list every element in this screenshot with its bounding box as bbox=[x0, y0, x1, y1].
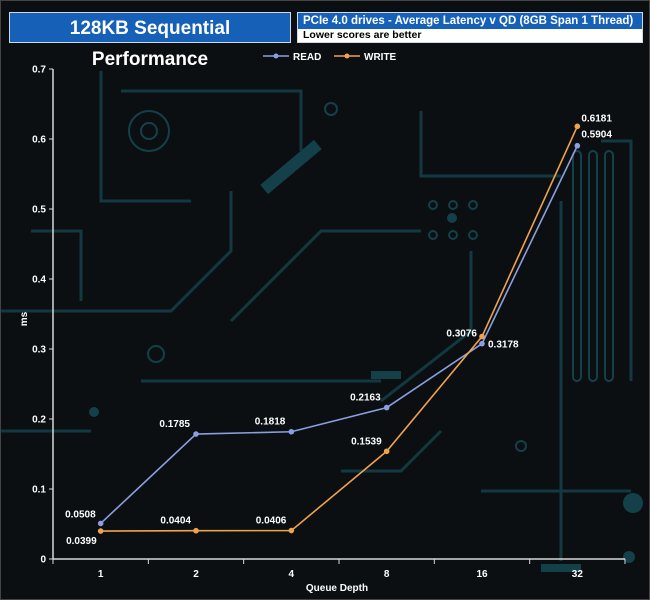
y-tick-label: 0.6 bbox=[32, 135, 46, 146]
write-data-label: 0.0399 bbox=[66, 536, 97, 547]
read-data-label: 0.5904 bbox=[581, 130, 612, 141]
circuit-pad bbox=[468, 200, 478, 210]
circuit-slot bbox=[604, 150, 614, 382]
circuit-chip bbox=[371, 371, 401, 379]
circuit-slot bbox=[588, 150, 598, 382]
read-point bbox=[479, 340, 485, 347]
chart-title: 128KB Sequential Performance bbox=[9, 12, 291, 70]
y-tick-label: 0.5 bbox=[32, 205, 46, 216]
circuit-pad bbox=[428, 200, 438, 210]
write-point bbox=[574, 123, 581, 130]
circuit-pad bbox=[623, 493, 643, 513]
circuit-pad bbox=[515, 440, 527, 452]
chart-subtitle: PCIe 4.0 drives - Average Latency v QD (… bbox=[298, 13, 642, 29]
circuit-trace bbox=[380, 251, 473, 403]
read-point bbox=[574, 142, 581, 149]
write-data-label: 0.0404 bbox=[160, 516, 191, 527]
circuit-slot bbox=[572, 150, 582, 382]
read-data-label: 0.2163 bbox=[350, 393, 381, 404]
write-point bbox=[383, 448, 390, 455]
x-tick-label: 16 bbox=[476, 569, 488, 580]
circuit-pad bbox=[128, 110, 170, 152]
read-data-label: 0.1785 bbox=[159, 419, 190, 430]
read-point bbox=[288, 428, 295, 435]
write-data-label: 0.3178 bbox=[488, 340, 519, 351]
x-ticks: 1 2 4 8 16 32 bbox=[52, 559, 626, 580]
circuit-pad bbox=[147, 345, 165, 363]
x-tick-label: 8 bbox=[384, 569, 390, 580]
write-data-label: 0.0406 bbox=[256, 516, 287, 527]
y-ticks: 0 0.1 0.2 0.3 0.4 0.5 0.6 0.7 bbox=[32, 65, 53, 566]
axes bbox=[52, 69, 625, 560]
write-data-label: 0.6181 bbox=[581, 113, 612, 124]
circuit-trace bbox=[1, 191, 233, 313]
read-data-label: 0.3076 bbox=[446, 329, 477, 340]
legend-read-label: READ bbox=[293, 52, 321, 63]
circuit-pad bbox=[447, 213, 457, 223]
y-axis-label: ms bbox=[19, 311, 30, 326]
read-point bbox=[97, 520, 104, 527]
circuit-pad bbox=[468, 230, 478, 240]
circuit-pad bbox=[623, 551, 635, 563]
write-point bbox=[479, 333, 485, 340]
circuit-trace bbox=[121, 89, 303, 151]
circuit-chip bbox=[541, 564, 581, 572]
circuit-pad bbox=[428, 230, 438, 240]
legend-read-marker bbox=[273, 53, 279, 59]
read-point bbox=[383, 404, 390, 411]
circuit-pad bbox=[89, 407, 99, 417]
circuit-trace bbox=[31, 229, 83, 301]
read-data-label: 0.0508 bbox=[65, 509, 96, 520]
x-tick-label: 32 bbox=[572, 569, 584, 580]
write-data-label: 0.1539 bbox=[351, 436, 382, 447]
x-axis-label: Queue Depth bbox=[306, 583, 368, 594]
write-point bbox=[97, 528, 104, 534]
data-labels: 0.0508 0.1785 0.1818 0.2163 0.3076 0.5904 0.03… bbox=[65, 113, 612, 547]
chart-note: Lower scores are better bbox=[298, 29, 642, 42]
circuit-pad bbox=[140, 122, 158, 140]
x-tick-label: 4 bbox=[289, 569, 295, 580]
circuit-chip bbox=[260, 139, 322, 195]
write-series-line bbox=[100, 125, 579, 532]
y-tick-label: 0.2 bbox=[32, 415, 46, 426]
subtitle-box: PCIe 4.0 drives - Average Latency v QD (… bbox=[297, 12, 643, 43]
read-point bbox=[193, 431, 199, 437]
y-tick-label: 0.1 bbox=[32, 485, 46, 496]
circuit-pad bbox=[448, 230, 458, 240]
circuit-pad bbox=[324, 102, 338, 116]
y-tick-label: 0.4 bbox=[32, 275, 46, 286]
x-tick-label: 2 bbox=[193, 569, 199, 580]
legend: READ WRITE bbox=[263, 52, 397, 63]
circuit-pad bbox=[448, 200, 458, 210]
legend-write-label: WRITE bbox=[364, 52, 397, 63]
y-tick-label: 0.3 bbox=[32, 345, 46, 356]
circuit-trace bbox=[229, 229, 421, 323]
legend-write-marker bbox=[344, 53, 350, 59]
circuit-trace bbox=[419, 111, 561, 178]
circuit-trace bbox=[601, 139, 633, 381]
write-point bbox=[193, 527, 199, 534]
read-data-label: 0.1818 bbox=[255, 417, 286, 428]
y-tick-label: 0 bbox=[40, 555, 46, 566]
circuit-trace bbox=[341, 429, 443, 473]
write-point bbox=[288, 527, 295, 534]
y-tick-label: 0.7 bbox=[32, 65, 46, 76]
series bbox=[97, 123, 581, 534]
read-series-line bbox=[100, 145, 579, 525]
circuit-trace bbox=[99, 71, 191, 203]
x-tick-label: 1 bbox=[98, 569, 104, 580]
